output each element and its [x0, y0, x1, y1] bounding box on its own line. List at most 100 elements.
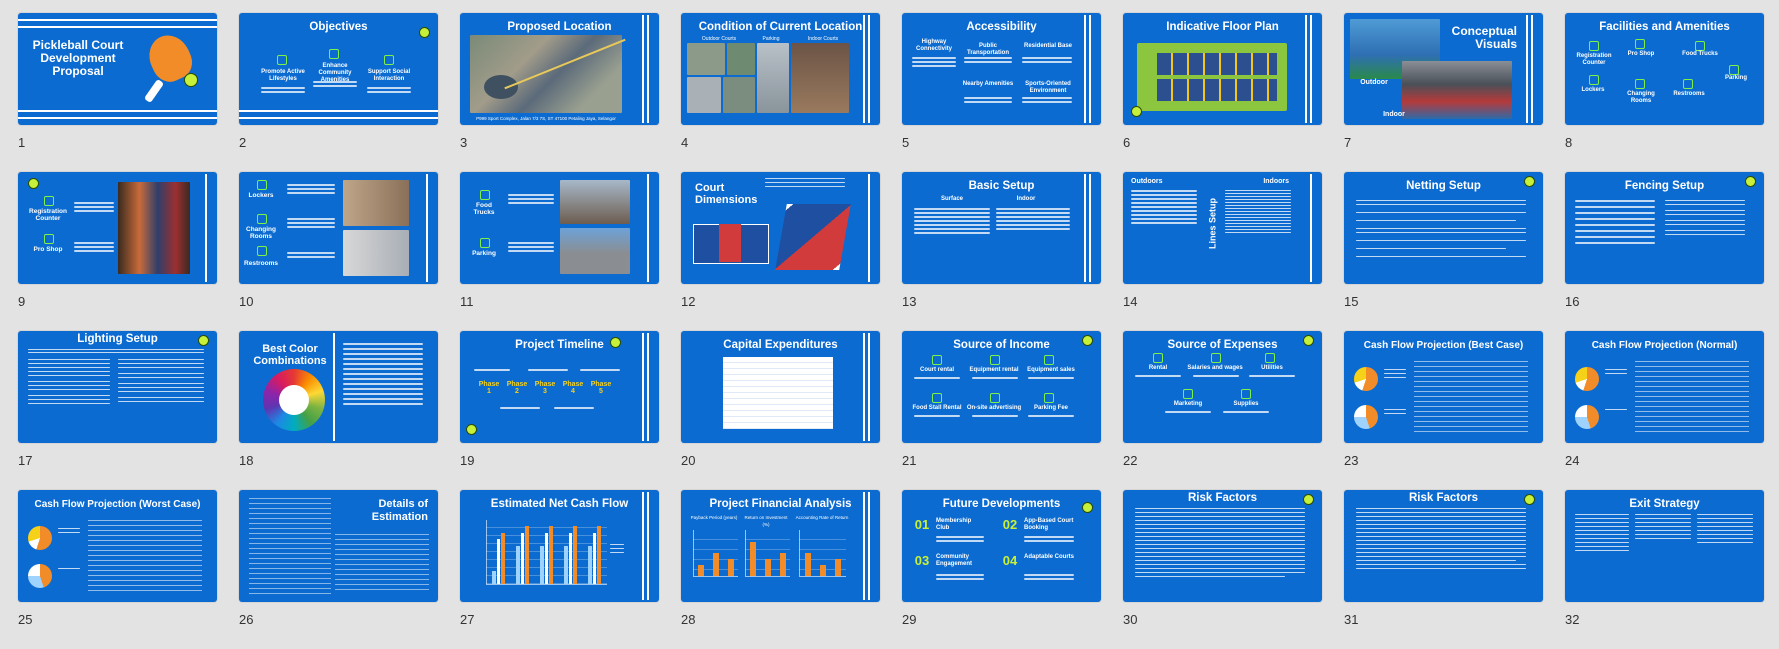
slide-31[interactable]: Risk Factors [1344, 490, 1543, 602]
slide-thumbnail[interactable]: Source of Expenses Rental Salaries and w… [1123, 331, 1322, 490]
slide-5[interactable]: Accessibility Highway Connectivity Publi… [902, 13, 1101, 125]
slide-title: Risk Factors [1187, 492, 1258, 504]
slide-30[interactable]: Risk Factors [1123, 490, 1322, 602]
slide-13[interactable]: Basic Setup Surface Indoor [902, 172, 1101, 284]
slide-thumbnail[interactable]: Condition of Current Location Outdoor Co… [681, 13, 880, 172]
slide-thumbnail[interactable]: Facilities and Amenities Registration Co… [1565, 13, 1764, 172]
slide-thumbnail[interactable]: Indicative Floor Plan 6 [1123, 13, 1322, 172]
income-label: Court rental [919, 367, 954, 373]
amenity-label: Food Trucks [473, 202, 495, 216]
slide-thumbnail[interactable]: Fencing Setup 16 [1565, 172, 1764, 331]
item-title: Membership Club [936, 518, 972, 531]
slide-number: 9 [18, 294, 26, 309]
chart-bar [525, 526, 530, 584]
slide-number: 12 [681, 294, 696, 309]
slide-14[interactable]: Outdoors Indoors Lines Setup [1123, 172, 1322, 284]
slide-32[interactable]: Exit Strategy [1565, 490, 1764, 602]
slide-29[interactable]: Future Developments 01 Membership Club 0… [902, 490, 1101, 602]
chart-title: Payback Period (years) [690, 515, 738, 520]
amenity-label: Parking [472, 250, 496, 257]
slide-title: Fencing Setup [1624, 180, 1705, 192]
slide-thumbnail[interactable]: Basic Setup Surface Indoor 13 [902, 172, 1101, 331]
chart-bar [496, 539, 501, 584]
slide-thumbnail[interactable]: Lighting Setup 17 [18, 331, 217, 490]
slide-6[interactable]: Indicative Floor Plan [1123, 13, 1322, 125]
chart-bar [520, 532, 525, 584]
expense-label: Salaries and wages [1187, 365, 1243, 371]
slide-23[interactable]: Cash Flow Projection (Best Case) [1344, 331, 1543, 443]
slide-3[interactable]: Proposed Location P999 Sport Complex, Ja… [460, 13, 659, 125]
slide-thumbnail[interactable]: Risk Factors 30 [1123, 490, 1322, 649]
slide-title: Basic Setup [968, 180, 1035, 192]
chart-bar [563, 545, 568, 584]
slide-thumbnail[interactable]: Risk Factors 31 [1344, 490, 1543, 649]
slide-thumbnail[interactable]: Conceptual Visuals Outdoor Indoor 7 [1344, 13, 1543, 172]
slide-27[interactable]: Estimated Net Cash Flow [460, 490, 659, 602]
slide-title: Accessibility [966, 21, 1037, 33]
slide-16[interactable]: Fencing Setup [1565, 172, 1764, 284]
slide-thumbnail[interactable]: Accessibility Highway Connectivity Publi… [902, 13, 1101, 172]
slide-thumbnail[interactable]: Future Developments 01 Membership Club 0… [902, 490, 1101, 649]
court-photo [687, 43, 725, 75]
slide-11[interactable]: Food Trucks Parking [460, 172, 659, 284]
slide-thumbnail[interactable]: Objectives Promote Active Lifestyles Enh… [239, 13, 438, 172]
slide-thumbnail[interactable]: Outdoors Indoors Lines Setup 14 [1123, 172, 1322, 331]
income-label: Equipment sales [1027, 367, 1075, 373]
section-heading: Nearby Amenities [962, 81, 1014, 87]
slide-26[interactable]: Details of Estimation [239, 490, 438, 602]
slide-8[interactable]: Facilities and Amenities Registration Co… [1565, 13, 1764, 125]
slide-thumbnail[interactable]: Court Dimensions 12 [681, 172, 880, 331]
slide-9[interactable]: Registration Counter Pro Shop [18, 172, 217, 284]
slide-title: Proposed Location [507, 21, 612, 33]
slide-thumbnail[interactable]: Capital Expenditures 20 [681, 331, 880, 490]
lake-shape [484, 75, 518, 99]
slide-thumbnail[interactable]: Details of Estimation 26 [239, 490, 438, 649]
amenity-label: Lockers [1581, 87, 1605, 93]
slide-thumbnail[interactable]: Food Trucks Parking 11 [460, 172, 659, 331]
slide-title: Cash Flow Projection (Worst Case) [34, 499, 201, 510]
slide-thumbnail[interactable]: Registration Counter Pro Shop 9 [18, 172, 217, 331]
slide-2[interactable]: Objectives Promote Active Lifestyles Enh… [239, 13, 438, 125]
slide-title: Conceptual Visuals [1451, 24, 1517, 51]
section-heading: Indoors [1263, 178, 1289, 185]
slide-thumbnail[interactable]: Project Financial Analysis Payback Perio… [681, 490, 880, 649]
slide-19[interactable]: Project Timeline Phase 1 Phase 2 Phase 3… [460, 331, 659, 443]
slide-thumbnail[interactable]: Lockers Changing Rooms Restrooms 10 [239, 172, 438, 331]
slide-1[interactable]: Pickleball Court Development Proposal [18, 13, 217, 125]
slide-thumbnail[interactable]: Source of Income Court rental Equipment … [902, 331, 1101, 490]
slide-thumbnail[interactable]: Pickleball Court Development Proposal 1 [18, 13, 217, 172]
slide-thumbnail[interactable]: Project Timeline Phase 1 Phase 2 Phase 3… [460, 331, 659, 490]
slide-4[interactable]: Condition of Current Location Outdoor Co… [681, 13, 880, 125]
slide-thumbnail[interactable]: Cash Flow Projection (Best Case) 23 [1344, 331, 1543, 490]
photo-label: Indoor Courts [807, 36, 839, 42]
chart-bar [491, 571, 496, 584]
slide-number: 13 [902, 294, 917, 309]
slide-thumbnail[interactable]: Exit Strategy 32 [1565, 490, 1764, 649]
slide-thumbnail[interactable]: Best Color Combinations 18 [239, 331, 438, 490]
slide-20[interactable]: Capital Expenditures [681, 331, 880, 443]
slide-number: 4 [681, 135, 689, 150]
expense-label: Rental [1148, 365, 1168, 371]
slide-thumbnail[interactable]: Cash Flow Projection (Worst Case) 25 [18, 490, 217, 649]
slide-21[interactable]: Source of Income Court rental Equipment … [902, 331, 1101, 443]
slide-thumbnail[interactable]: Estimated Net Cash Flow 27 [460, 490, 659, 649]
court-diagram-kitchen [719, 224, 741, 262]
slide-title: Best Color Combinations [253, 343, 327, 367]
slide-thumbnail[interactable]: Proposed Location P999 Sport Complex, Ja… [460, 13, 659, 172]
slide-12[interactable]: Court Dimensions [681, 172, 880, 284]
chart-bar [501, 532, 506, 584]
slide-7[interactable]: Conceptual Visuals Outdoor Indoor [1344, 13, 1543, 125]
slide-18[interactable]: Best Color Combinations [239, 331, 438, 443]
slide-17[interactable]: Lighting Setup [18, 331, 217, 443]
slide-10[interactable]: Lockers Changing Rooms Restrooms [239, 172, 438, 284]
slide-22[interactable]: Source of Expenses Rental Salaries and w… [1123, 331, 1322, 443]
slide-15[interactable]: Netting Setup [1344, 172, 1543, 284]
slide-number: 5 [902, 135, 910, 150]
slide-24[interactable]: Cash Flow Projection (Normal) [1565, 331, 1764, 443]
slide-thumbnail[interactable]: Cash Flow Projection (Normal) 24 [1565, 331, 1764, 490]
slide-number: 26 [239, 612, 254, 627]
slide-28[interactable]: Project Financial Analysis Payback Perio… [681, 490, 880, 602]
amenity-label: Changing Rooms [246, 226, 276, 240]
slide-thumbnail[interactable]: Netting Setup 15 [1344, 172, 1543, 331]
slide-25[interactable]: Cash Flow Projection (Worst Case) [18, 490, 217, 602]
